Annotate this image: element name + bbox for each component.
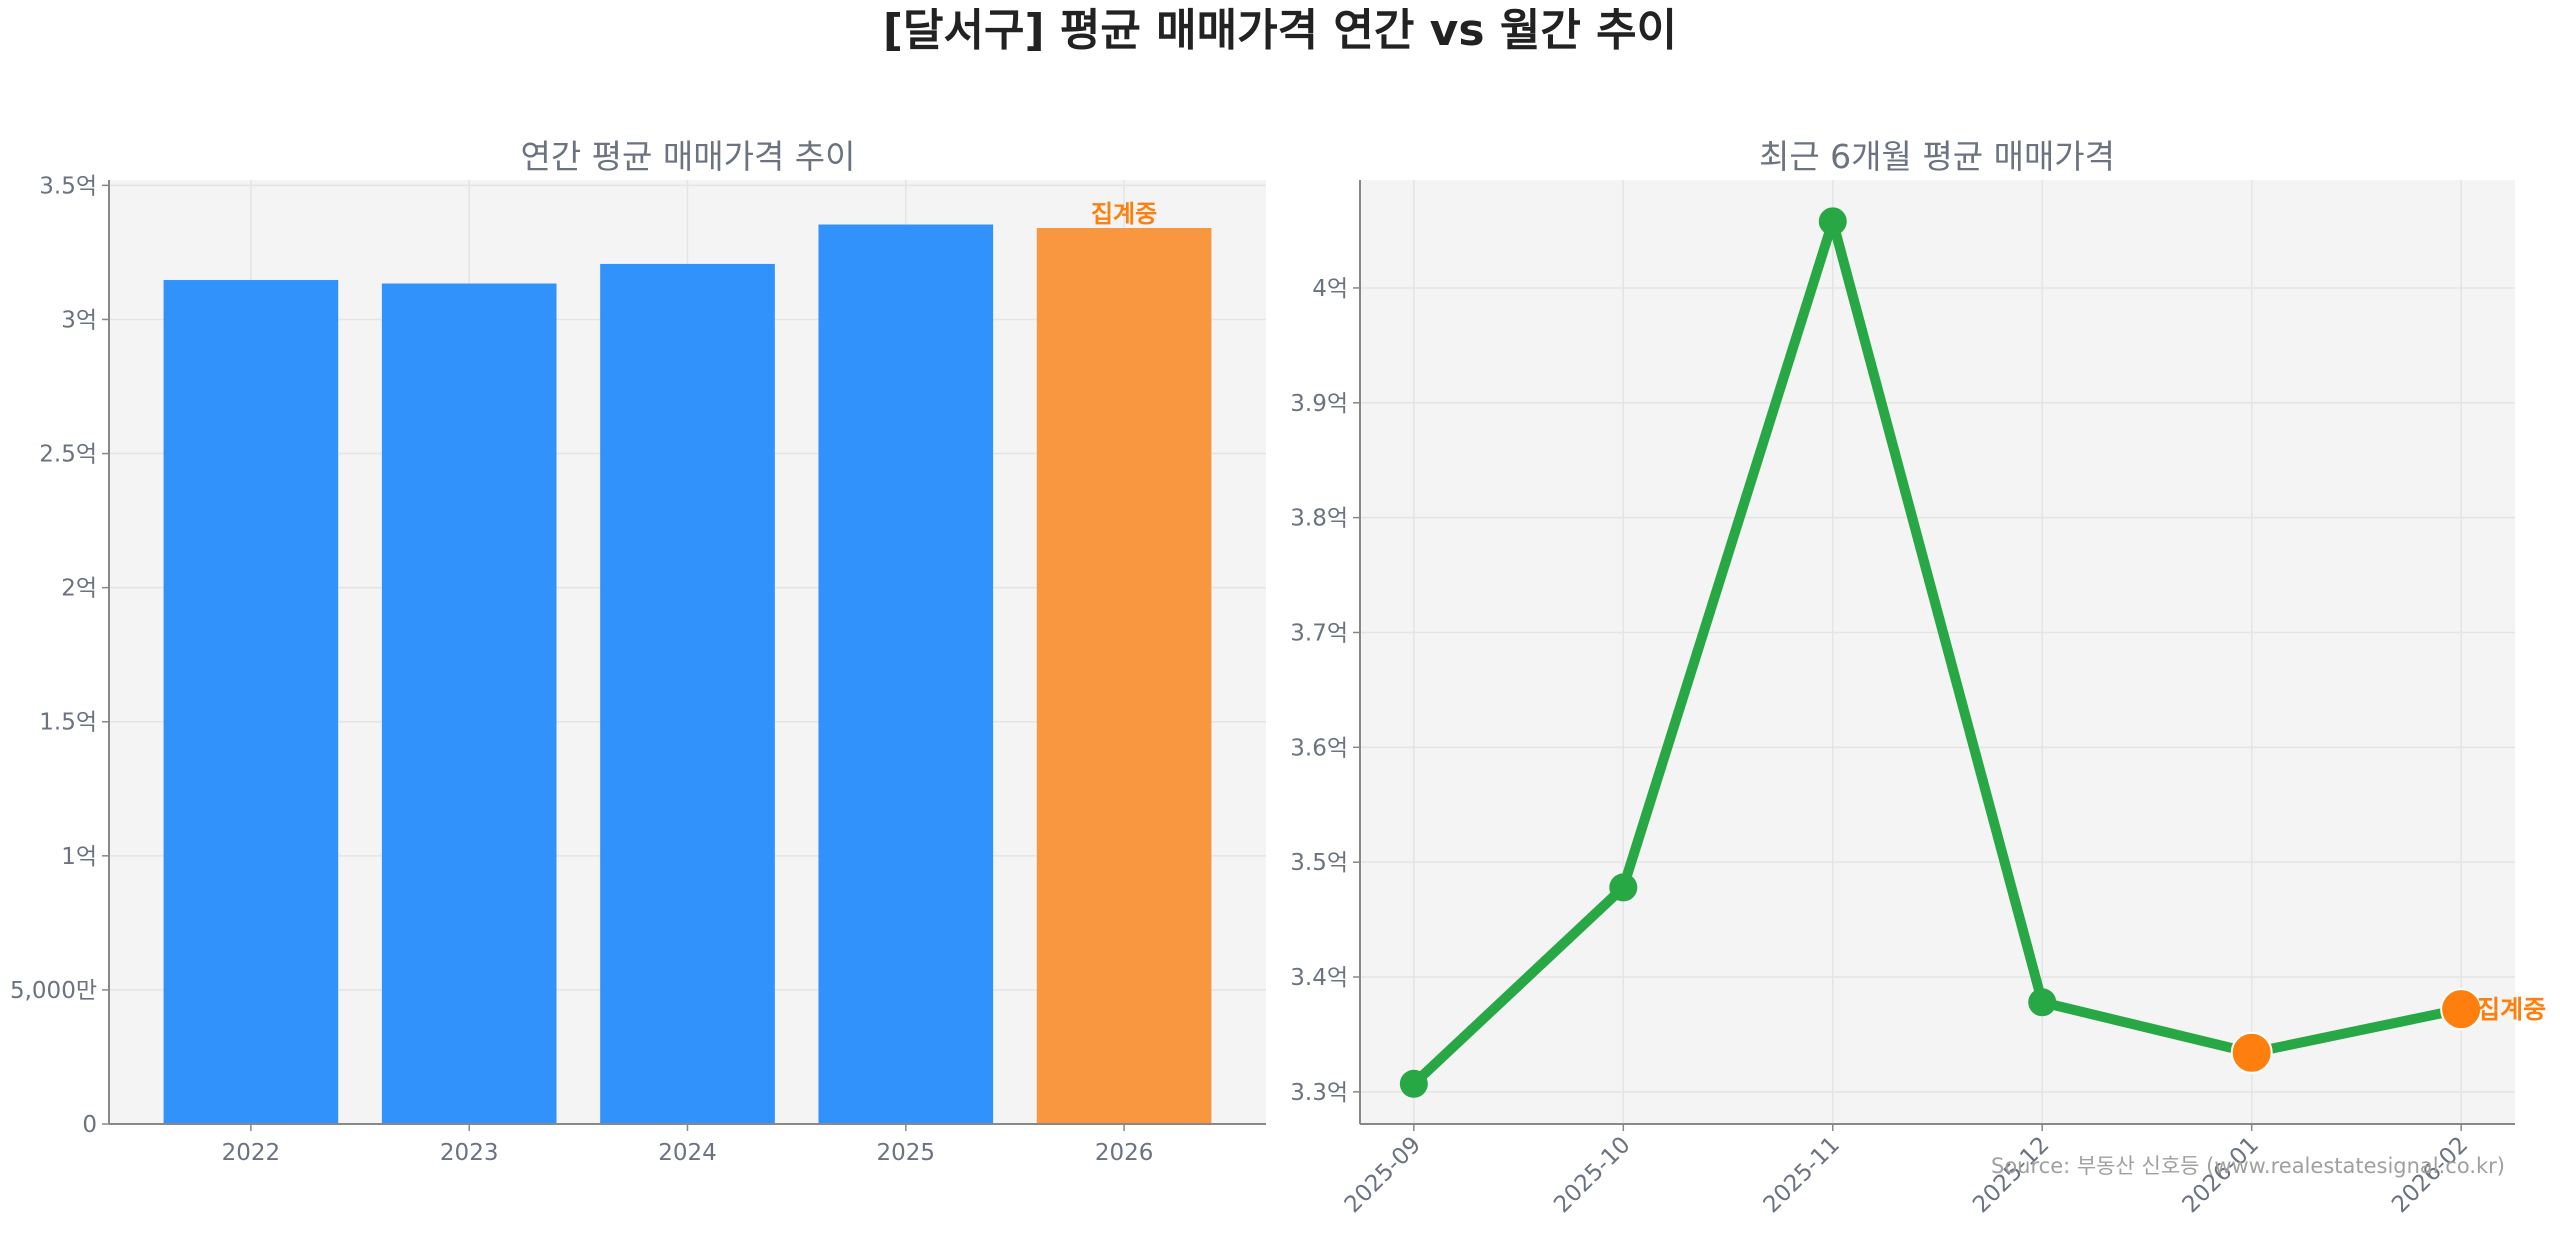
x-tick-label: 2025-11 bbox=[1759, 1132, 1845, 1218]
y-tick-label: 5,000만 bbox=[10, 978, 97, 1004]
bar-chart-title: 연간 평균 매매가격 추이 bbox=[520, 137, 855, 176]
bar-2024 bbox=[600, 263, 775, 1124]
data-point-2025-12 bbox=[2028, 988, 2057, 1017]
y-tick-label: 2억 bbox=[61, 576, 97, 602]
x-tick-label: 2024 bbox=[658, 1140, 717, 1166]
y-tick-label: 3.3억 bbox=[1290, 1080, 1348, 1106]
plot-area bbox=[1360, 180, 2515, 1124]
line-chart-title: 최근 6개월 평균 매매가격 bbox=[1759, 137, 2115, 176]
x-tick-label: 2025-09 bbox=[1340, 1132, 1426, 1218]
x-tick-label: 2022 bbox=[222, 1140, 281, 1166]
data-point-2026-01 bbox=[2230, 1031, 2273, 1074]
data-point-2025-11 bbox=[1818, 207, 1847, 236]
y-tick-label: 3.5억 bbox=[39, 173, 97, 199]
y-tick-label: 0 bbox=[82, 1112, 97, 1138]
bar-2025 bbox=[818, 224, 994, 1124]
y-tick-label: 4억 bbox=[1312, 276, 1348, 302]
y-tick-label: 3억 bbox=[61, 307, 97, 333]
ongoing-label: 집계중 bbox=[2477, 995, 2546, 1024]
figure-title: [달서구] 평균 매매가격 연간 vs 월간 추이 bbox=[883, 5, 1677, 56]
y-tick-label: 3.9억 bbox=[1290, 391, 1348, 417]
y-tick-label: 1.5억 bbox=[39, 710, 97, 736]
y-tick-label: 3.5억 bbox=[1290, 850, 1348, 876]
y-tick-label: 3.6억 bbox=[1290, 735, 1348, 761]
data-point-2025-10 bbox=[1609, 873, 1638, 902]
line-chart: 3.3억 3.4억 3.5억 3.6억 3.7억 3.8억 3.9억 4억 2025-09 202… bbox=[1290, 180, 2546, 1218]
bar-2026 bbox=[1036, 228, 1212, 1125]
price-line bbox=[1410, 216, 2463, 1088]
y-tick-label: 3.7억 bbox=[1290, 620, 1348, 646]
ongoing-label: 집계중 bbox=[1091, 200, 1157, 228]
bar-chart: 0 5,000만 1억 1.5억 2억 2.5억 3억 3.5억 2022 2023 2024 202… bbox=[10, 173, 1266, 1166]
x-tick-label: 2025 bbox=[877, 1140, 936, 1166]
x-tick-label: 2023 bbox=[440, 1140, 499, 1166]
y-tick-label: 3.8억 bbox=[1290, 506, 1348, 532]
source-note: Source: 부동산 신호등 (www.realestatesignal.co… bbox=[1991, 1154, 2505, 1178]
y-tick-label: 2.5억 bbox=[39, 442, 97, 468]
data-point-2026-02 bbox=[2440, 988, 2483, 1031]
y-tick-label: 1억 bbox=[61, 844, 97, 870]
y-tick-label: 3.4억 bbox=[1290, 965, 1348, 991]
x-tick-label: 2025-10 bbox=[1549, 1132, 1635, 1218]
bar-2022 bbox=[163, 280, 339, 1124]
x-tick-label: 2026 bbox=[1095, 1140, 1154, 1166]
data-point-2025-09 bbox=[1399, 1069, 1428, 1098]
bar-2023 bbox=[381, 283, 557, 1124]
